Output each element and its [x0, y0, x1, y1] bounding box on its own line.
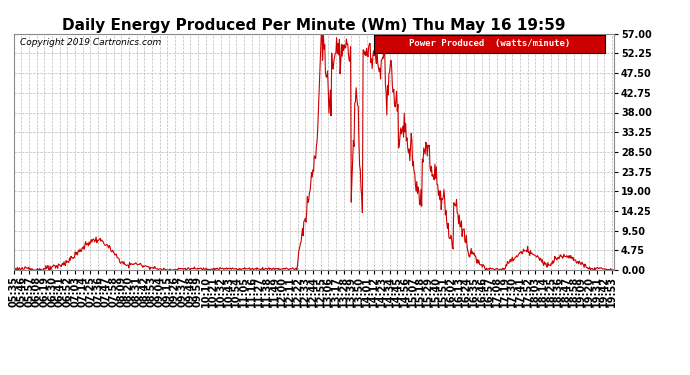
Text: Copyright 2019 Cartronics.com: Copyright 2019 Cartronics.com: [20, 39, 161, 48]
Title: Daily Energy Produced Per Minute (Wm) Thu May 16 19:59: Daily Energy Produced Per Minute (Wm) Th…: [62, 18, 566, 33]
